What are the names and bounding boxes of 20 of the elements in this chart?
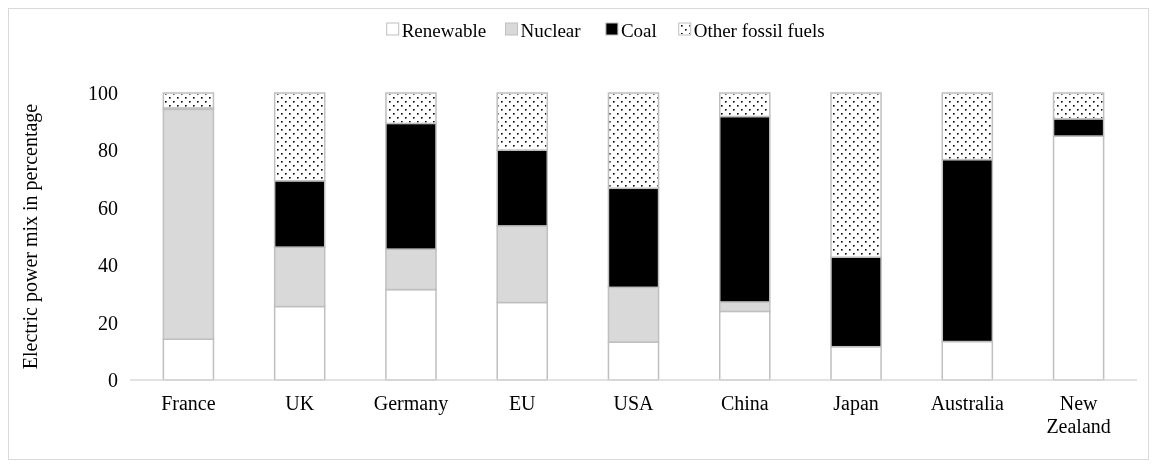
x-tick-label: New Zealand: [1046, 392, 1111, 437]
y-tick-label: 20: [98, 311, 118, 334]
y-tick-label: 0: [108, 369, 118, 391]
legend-label: Other fossil fuels: [693, 19, 825, 41]
legend-label: Nuclear: [520, 19, 582, 41]
legend-label: Renewable: [401, 19, 487, 41]
x-tick-label: Japan: [833, 392, 879, 415]
x-tick-label: EU: [508, 392, 537, 414]
y-axis-title: Electric power mix in percentage: [19, 103, 42, 370]
y-tick-label: 80: [98, 139, 118, 162]
y-tick-label: 40: [98, 254, 118, 277]
y-tick-label: 100: [88, 82, 118, 104]
x-tick-label: China: [720, 392, 769, 414]
x-tick-label: Australia: [930, 392, 1005, 414]
x-tick-label: UK: [285, 392, 315, 414]
y-tick-label: 60: [98, 196, 118, 219]
x-tick-label: USA: [613, 392, 655, 414]
legend-label: Coal: [620, 19, 657, 41]
x-tick-label: France: [161, 392, 216, 414]
x-tick-label: Germany: [373, 392, 449, 415]
